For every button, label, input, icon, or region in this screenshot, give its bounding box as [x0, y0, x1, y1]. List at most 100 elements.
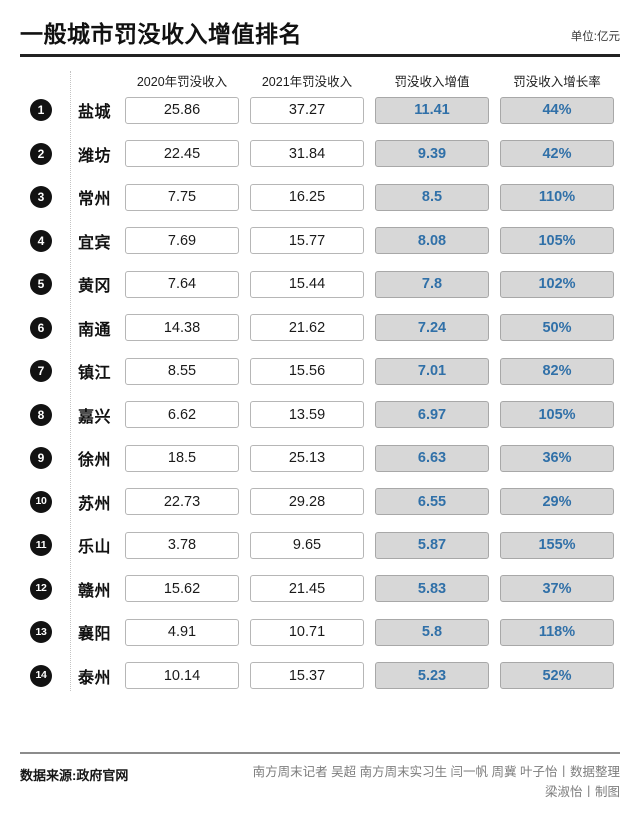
cell-delta: 7.01 — [375, 357, 489, 385]
table-row: 11 乐山 3.78 9.65 5.87 155% — [20, 523, 620, 567]
cell-delta-wrap: 11.41 — [370, 96, 495, 124]
cell-growth-wrap: 82% — [495, 357, 620, 385]
footer-content: 数据来源:政府官网 南方周末记者 吴超 南方周末实习生 闫一帆 周冀 叶子怡丨数… — [20, 763, 620, 802]
footer-divider — [20, 752, 620, 755]
cell-delta-wrap: 7.24 — [370, 314, 495, 342]
cell-y2020-wrap: 7.64 — [120, 270, 245, 298]
cell-y2021: 15.37 — [250, 662, 364, 690]
cell-y2021-wrap: 13.59 — [245, 401, 370, 429]
rank-badge: 12 — [30, 577, 52, 600]
cell-growth: 155% — [500, 531, 614, 559]
table-row: 2 潍坊 22.45 31.84 9.39 42% — [20, 132, 620, 176]
cell-y2020: 14.38 — [125, 314, 239, 342]
cell-delta-wrap: 5.23 — [370, 662, 495, 690]
cell-y2021-wrap: 25.13 — [245, 444, 370, 472]
cell-y2021: 25.13 — [250, 444, 364, 472]
cell-delta-wrap: 8.08 — [370, 227, 495, 255]
cell-y2021-wrap: 21.45 — [245, 575, 370, 603]
cell-growth: 82% — [500, 357, 614, 385]
cell-growth-wrap: 155% — [495, 531, 620, 559]
cell-growth: 42% — [500, 140, 614, 168]
cell-delta: 5.83 — [375, 575, 489, 603]
rank-badge: 6 — [30, 316, 52, 339]
cell-y2021-wrap: 21.62 — [245, 314, 370, 342]
cell-delta-wrap: 7.8 — [370, 270, 495, 298]
cell-delta-wrap: 8.5 — [370, 183, 495, 211]
rank-cell: 8 — [20, 403, 62, 426]
cell-y2021: 29.28 — [250, 488, 364, 516]
rank-cell: 10 — [20, 490, 62, 513]
rank-cell: 3 — [20, 186, 62, 209]
cell-y2020-wrap: 18.5 — [120, 444, 245, 472]
table-row: 10 苏州 22.73 29.28 6.55 29% — [20, 480, 620, 524]
rank-badge: 5 — [30, 273, 52, 296]
cell-y2021-wrap: 31.84 — [245, 140, 370, 168]
column-header-y2021: 2021年罚没收入 — [261, 74, 353, 89]
cell-y2020-wrap: 14.38 — [120, 314, 245, 342]
credit-line-reporters: 南方周末记者 吴超 南方周末实习生 闫一帆 周冀 叶子怡丨数据整理 — [252, 765, 620, 780]
cell-growth: 52% — [500, 662, 614, 690]
cell-y2020-wrap: 22.73 — [120, 488, 245, 516]
credit-line-designer: 梁淑怡丨制图 — [544, 784, 620, 799]
cell-delta: 11.41 — [375, 96, 489, 124]
header: 一般城市罚没收入增值排名 单位:亿元 — [20, 0, 620, 51]
rank-cell: 7 — [20, 360, 62, 383]
cell-growth: 105% — [500, 227, 614, 255]
table-row: 12 赣州 15.62 21.45 5.83 37% — [20, 567, 620, 611]
table-row: 7 镇江 8.55 15.56 7.01 82% — [20, 349, 620, 393]
rank-badge: 3 — [30, 186, 52, 209]
cell-growth-wrap: 37% — [495, 575, 620, 603]
cell-y2021: 13.59 — [250, 401, 364, 429]
city-name: 襄阳 — [78, 626, 112, 644]
cell-y2020: 7.69 — [125, 227, 239, 255]
cell-y2020-wrap: 7.69 — [120, 227, 245, 255]
table-body: 1 盐城 25.86 37.27 11.41 44% 2 潍坊 22.45 31.84 9.39 42… — [20, 88, 620, 697]
rank-cell: 6 — [20, 316, 62, 339]
cell-delta: 8.08 — [375, 227, 489, 255]
rank-cell: 5 — [20, 273, 62, 296]
cell-growth-wrap: 50% — [495, 314, 620, 342]
cell-growth-wrap: 44% — [495, 96, 620, 124]
rank-cell: 2 — [20, 142, 62, 165]
cell-growth-wrap: 42% — [495, 140, 620, 168]
column-header-y2020: 2020年罚没收入 — [136, 74, 228, 89]
cell-delta: 9.39 — [375, 140, 489, 168]
rank-cell: 1 — [20, 99, 62, 122]
cell-delta: 6.97 — [375, 401, 489, 429]
table-row: 1 盐城 25.86 37.27 11.41 44% — [20, 88, 620, 132]
cell-delta: 5.23 — [375, 662, 489, 690]
cell-delta: 8.5 — [375, 183, 489, 211]
rank-cell: 11 — [20, 534, 62, 557]
cell-delta-wrap: 7.01 — [370, 357, 495, 385]
column-header-delta: 罚没收入增值 — [394, 74, 470, 89]
data-source-label: 数据来源:政府官网 — [20, 768, 129, 784]
table-header-row: 2020年罚没收入 2021年罚没收入 罚没收入增值 罚没收入增长率 — [20, 67, 620, 88]
cell-y2021-wrap: 15.37 — [245, 662, 370, 690]
rank-cell: 14 — [20, 664, 62, 687]
rank-badge: 11 — [30, 534, 52, 557]
cell-growth: 44% — [500, 96, 614, 124]
city-name: 嘉兴 — [78, 408, 112, 426]
cell-y2021-wrap: 15.56 — [245, 357, 370, 385]
cell-y2021: 15.44 — [250, 270, 364, 298]
cell-y2020: 7.75 — [125, 183, 239, 211]
rank-cell: 9 — [20, 447, 62, 470]
city-name: 赣州 — [78, 582, 112, 600]
cell-y2020-wrap: 7.75 — [120, 183, 245, 211]
city-name: 徐州 — [78, 452, 112, 470]
table-row: 13 襄阳 4.91 10.71 5.8 118% — [20, 610, 620, 654]
city-name: 南通 — [78, 321, 112, 339]
cell-growth-wrap: 118% — [495, 618, 620, 646]
cell-growth-wrap: 110% — [495, 183, 620, 211]
cell-y2020-wrap: 25.86 — [120, 96, 245, 124]
cell-y2020-wrap: 15.62 — [120, 575, 245, 603]
cell-growth-wrap: 105% — [495, 227, 620, 255]
cell-delta-wrap: 6.97 — [370, 401, 495, 429]
table-row: 3 常州 7.75 16.25 8.5 110% — [20, 175, 620, 219]
unit-label: 单位:亿元 — [570, 31, 620, 44]
cell-growth: 102% — [500, 270, 614, 298]
cell-delta: 6.63 — [375, 444, 489, 472]
table-row: 9 徐州 18.5 25.13 6.63 36% — [20, 436, 620, 480]
rank-badge: 7 — [30, 360, 52, 383]
